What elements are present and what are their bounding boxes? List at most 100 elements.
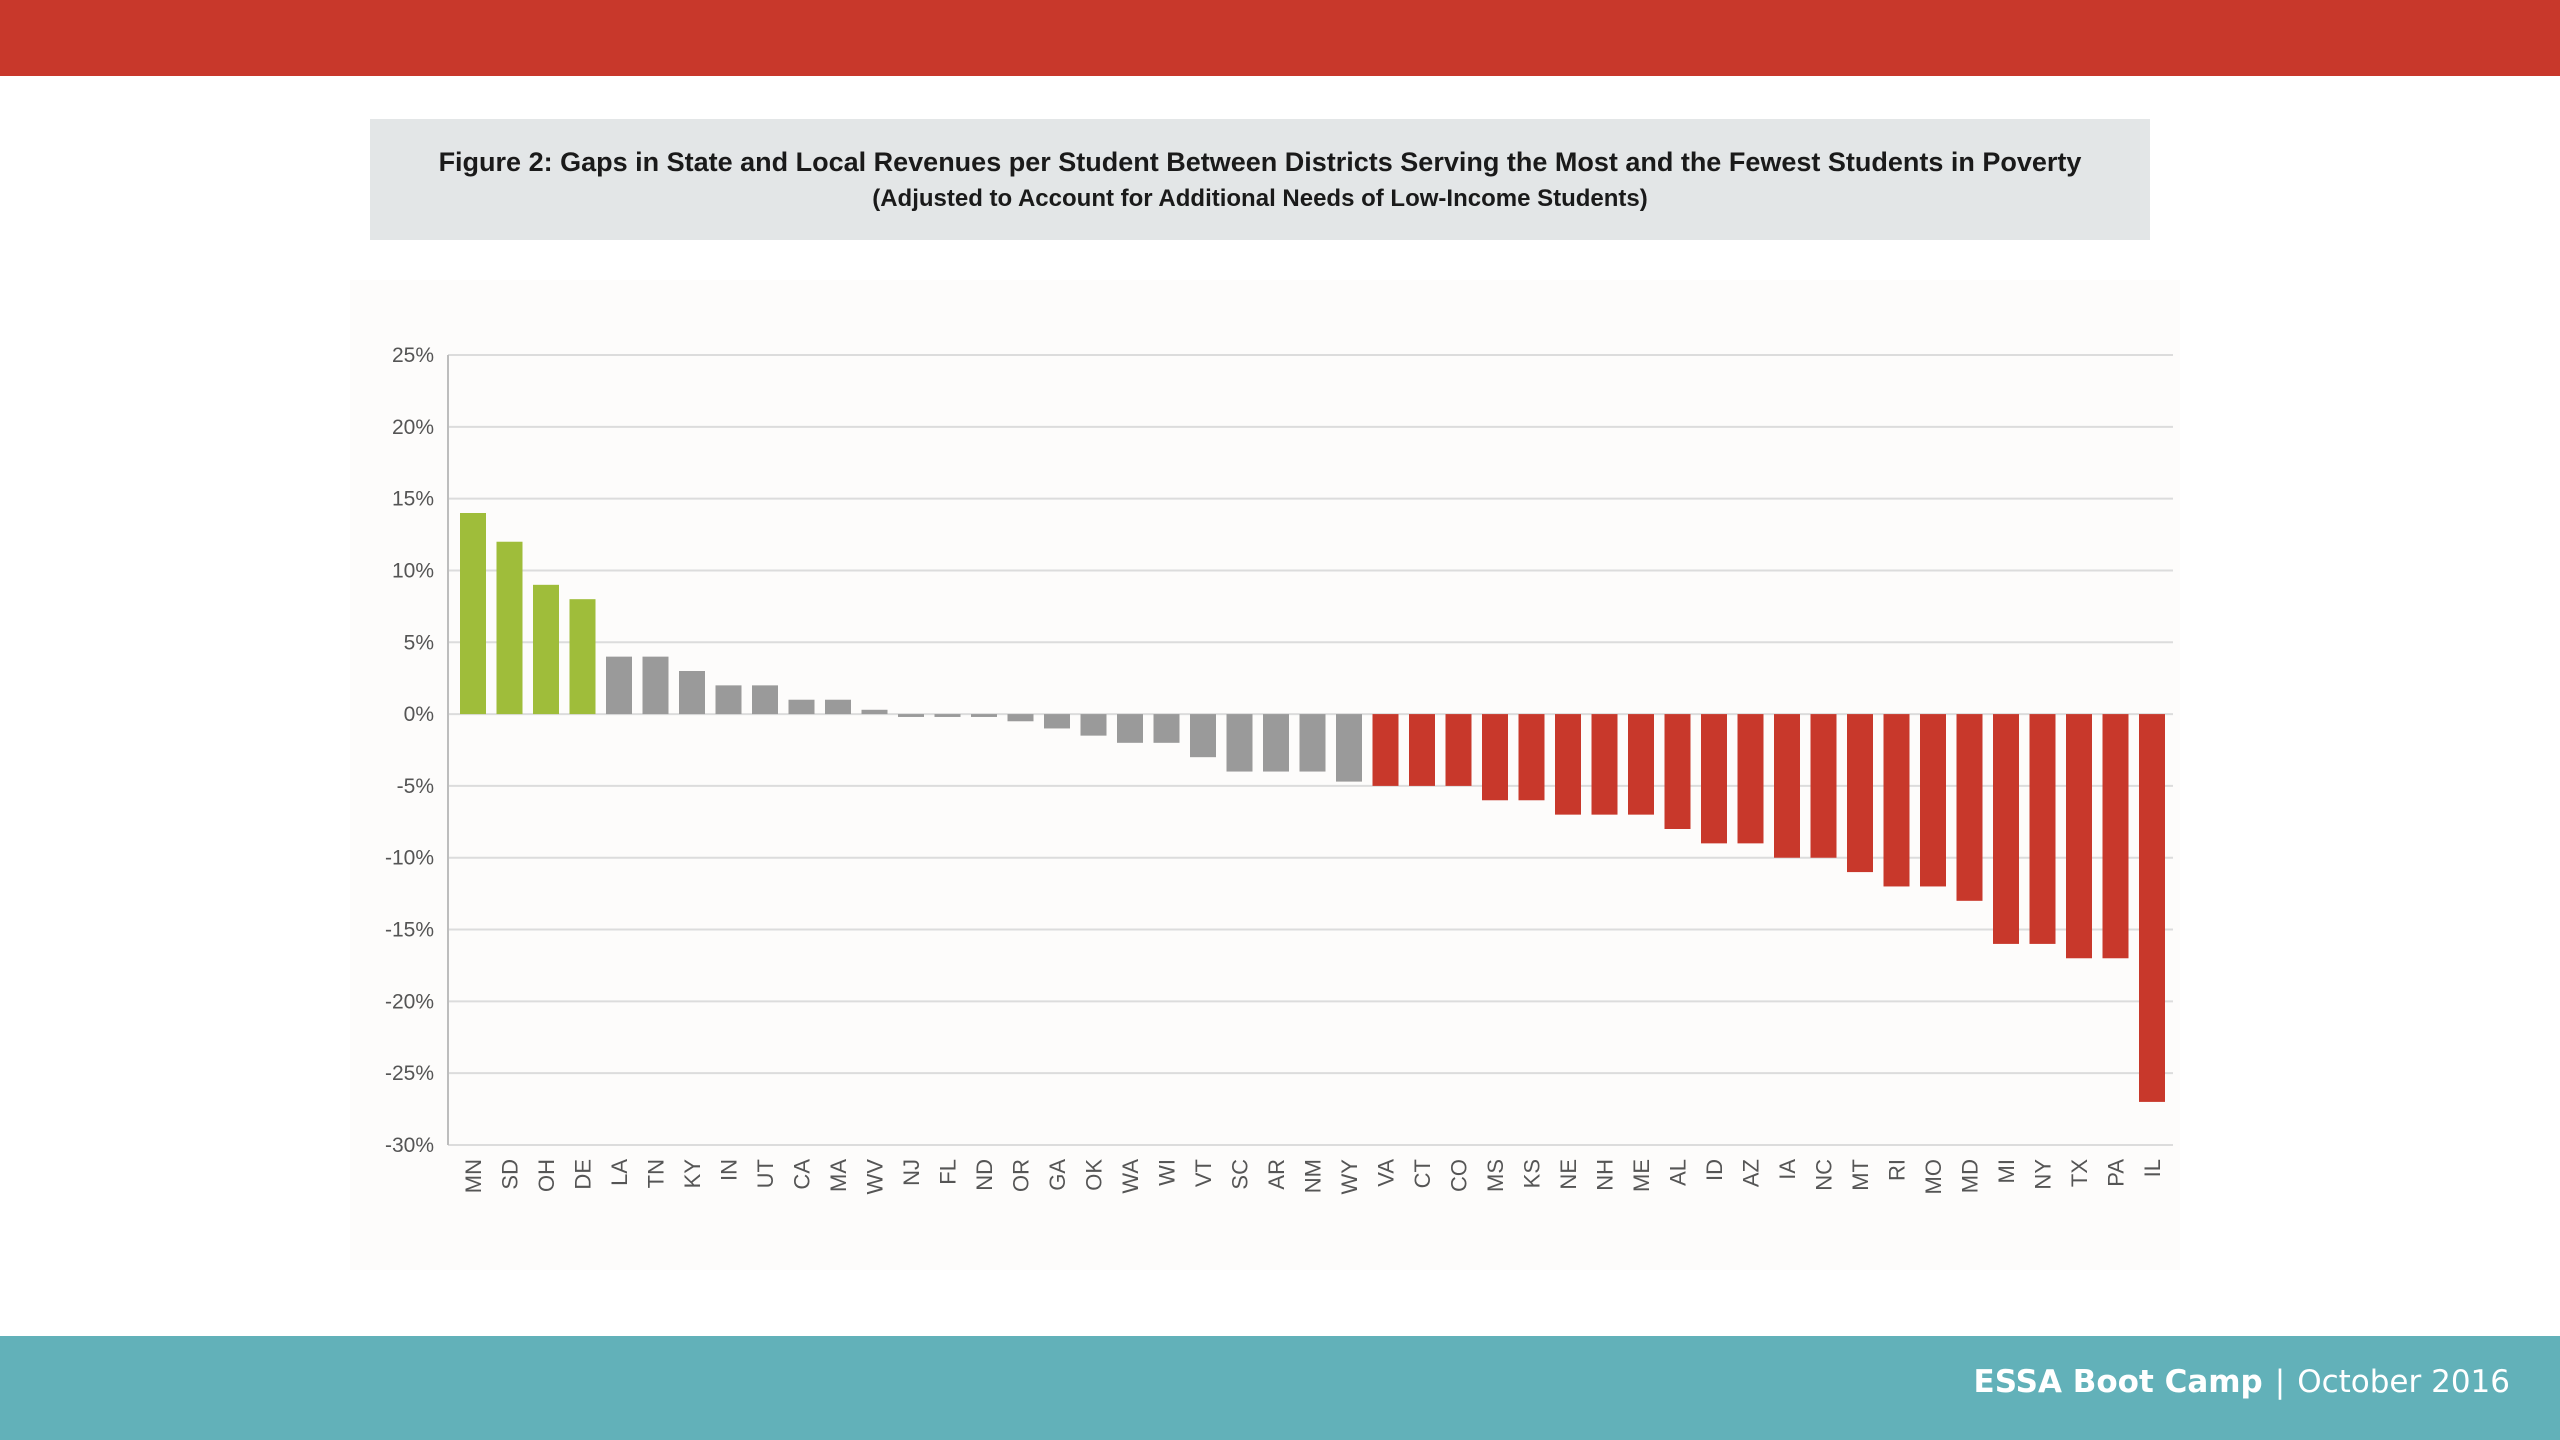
x-tick-label: MO xyxy=(1921,1159,1946,1194)
bar-ok xyxy=(1080,714,1107,736)
bar-ma xyxy=(825,699,851,715)
bar-ky xyxy=(679,671,705,715)
footer-separator: | xyxy=(2274,1364,2286,1400)
x-tick-label: TX xyxy=(2067,1159,2092,1187)
bar-md xyxy=(1956,714,1983,901)
x-tick-label: IA xyxy=(1775,1159,1800,1180)
bar-or xyxy=(1007,714,1034,722)
x-tick-label: NC xyxy=(1812,1159,1837,1191)
bar-ne xyxy=(1555,714,1581,815)
chart-background xyxy=(350,280,2180,1270)
x-tick-label: MD xyxy=(1958,1159,1983,1193)
bar-ms xyxy=(1482,714,1508,801)
x-tick-label: ID xyxy=(1702,1159,1727,1181)
y-tick-label: 20% xyxy=(392,416,434,439)
x-tick-label: OK xyxy=(1082,1159,1107,1191)
y-tick-label: 15% xyxy=(392,488,434,511)
x-tick-label: NY xyxy=(2031,1159,2056,1190)
x-tick-label: NH xyxy=(1593,1159,1618,1191)
bar-va xyxy=(1372,714,1399,786)
bar-mt xyxy=(1847,714,1873,873)
bar-al xyxy=(1664,714,1691,829)
bar-ks xyxy=(1518,714,1545,801)
bar-ct xyxy=(1409,714,1435,786)
bar-wi xyxy=(1153,714,1180,743)
bar-ny xyxy=(2029,714,2056,944)
bar-az xyxy=(1737,714,1764,844)
bar-nh xyxy=(1591,714,1618,815)
bar-mi xyxy=(1993,714,2019,944)
x-tick-label: TN xyxy=(644,1159,669,1188)
bar-vt xyxy=(1190,714,1216,758)
x-tick-label: VA xyxy=(1374,1159,1399,1187)
bar-il xyxy=(2139,714,2165,1102)
x-tick-label: KY xyxy=(680,1159,705,1189)
bar-pa xyxy=(2102,714,2129,959)
x-tick-label: IL xyxy=(2140,1159,2165,1177)
top-accent-bar xyxy=(0,0,2560,76)
x-tick-label: NJ xyxy=(899,1159,924,1186)
x-tick-label: ME xyxy=(1629,1159,1654,1192)
bar-me xyxy=(1628,714,1654,815)
bar-ri xyxy=(1883,714,1910,887)
bar-sc xyxy=(1226,714,1253,772)
x-tick-label: ND xyxy=(972,1159,997,1191)
footer-bar xyxy=(0,1336,2560,1440)
x-tick-label: CT xyxy=(1410,1159,1435,1188)
x-tick-label: AZ xyxy=(1739,1159,1764,1187)
x-tick-label: GA xyxy=(1045,1159,1070,1191)
bar-ga xyxy=(1044,714,1070,729)
x-tick-label: RI xyxy=(1885,1159,1910,1181)
x-tick-label: MI xyxy=(1994,1159,2019,1183)
x-tick-label: DE xyxy=(571,1159,596,1190)
footer-caption: ESSA Boot Camp | October 2016 xyxy=(1974,1364,2510,1400)
x-tick-label: AL xyxy=(1666,1159,1691,1186)
x-tick-label: AR xyxy=(1264,1159,1289,1190)
bar-nm xyxy=(1299,714,1326,772)
bar-la xyxy=(606,656,632,715)
x-tick-label: CA xyxy=(790,1159,815,1190)
y-tick-label: 10% xyxy=(392,559,434,582)
x-tick-label: MT xyxy=(1848,1159,1873,1191)
x-tick-label: LA xyxy=(607,1159,632,1186)
bar-in xyxy=(715,685,742,715)
x-tick-label: WV xyxy=(863,1159,888,1195)
y-tick-label: 25% xyxy=(392,344,434,367)
x-tick-label: WA xyxy=(1118,1159,1143,1194)
x-tick-label: VT xyxy=(1191,1159,1216,1187)
x-tick-label: WI xyxy=(1155,1159,1180,1186)
y-tick-label: -10% xyxy=(385,847,434,870)
bar-ut xyxy=(752,685,778,715)
bar-chart: 25% 20% 15% 10% 5% 0% -5% -10% -15% -20% -25% -30% M… xyxy=(385,344,2173,1195)
bar-nc xyxy=(1810,714,1837,858)
chart-subtitle: (Adjusted to Account for Additional Need… xyxy=(872,185,1648,212)
x-tick-label: MA xyxy=(826,1159,851,1192)
x-tick-label: WY xyxy=(1337,1159,1362,1195)
y-tick-label: -20% xyxy=(385,990,434,1013)
x-tick-label: OR xyxy=(1009,1159,1034,1192)
bar-oh xyxy=(533,584,559,715)
bar-nd xyxy=(971,714,997,717)
bar-wv xyxy=(861,709,888,715)
bar-ca xyxy=(788,699,815,715)
chart-title: Figure 2: Gaps in State and Local Revenu… xyxy=(438,147,2082,177)
x-tick-label: SC xyxy=(1228,1159,1253,1190)
bar-fl xyxy=(934,714,961,717)
figure-title-box: Figure 2: Gaps in State and Local Revenu… xyxy=(370,119,2150,240)
y-tick-label: -15% xyxy=(385,919,434,942)
y-tick-label: 5% xyxy=(404,631,434,654)
x-tick-label: IN xyxy=(717,1159,742,1181)
bar-nj xyxy=(898,714,924,717)
y-tick-label: -25% xyxy=(385,1062,434,1085)
x-tick-label: PA xyxy=(2104,1159,2129,1187)
y-tick-label: -5% xyxy=(397,775,434,798)
bar-co xyxy=(1445,714,1472,786)
bar-tx xyxy=(2066,714,2092,959)
bar-mo xyxy=(1920,714,1946,887)
x-tick-label: FL xyxy=(936,1159,961,1185)
y-tick-label: -30% xyxy=(385,1134,434,1157)
x-tick-label: MS xyxy=(1483,1159,1508,1192)
x-tick-label: CO xyxy=(1447,1159,1472,1192)
bar-tn xyxy=(642,656,669,715)
bar-sd xyxy=(496,541,523,715)
